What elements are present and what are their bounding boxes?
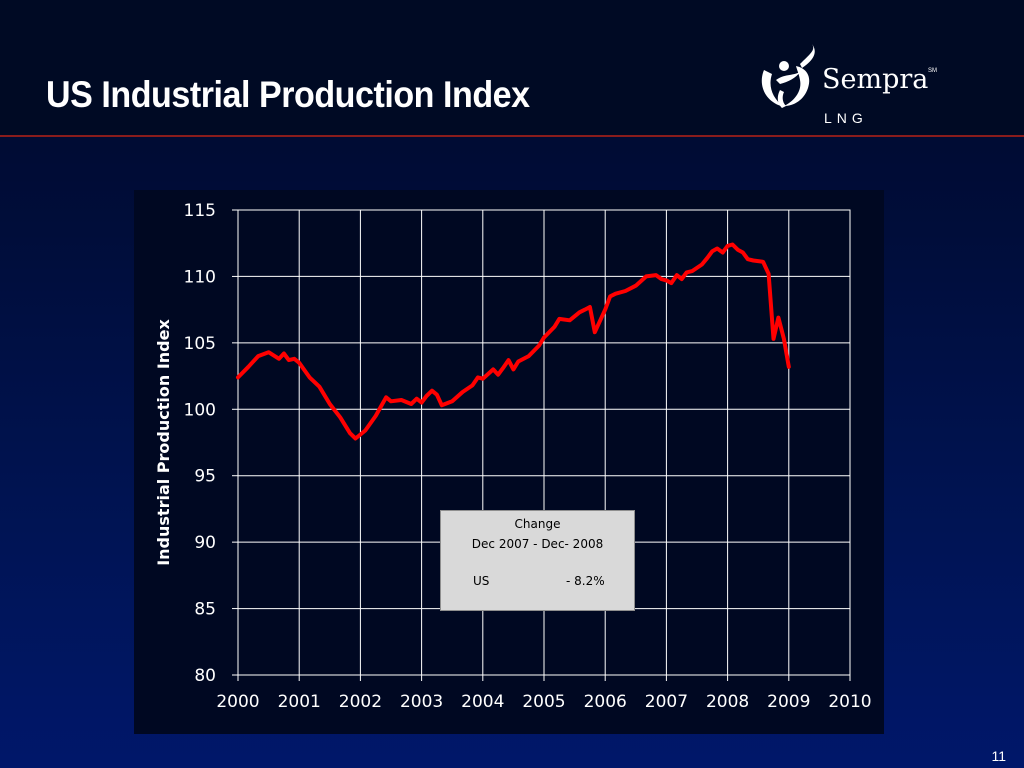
logo-wordmark: Sempra: [822, 64, 929, 95]
x-tick-label: 2009: [767, 692, 810, 712]
y-tick-label: 95: [194, 467, 216, 487]
sempra-figure-icon: [761, 44, 815, 108]
change-annotation-box: Change Dec 2007 - Dec- 2008 US - 8.2%: [440, 510, 635, 611]
x-tick-label: 2003: [400, 692, 443, 712]
annotation-date-range: Dec 2007 - Dec- 2008: [471, 537, 604, 551]
x-tick-label: 2006: [584, 692, 627, 712]
y-axis-label: Industrial Production Index: [154, 319, 173, 566]
y-tick-label: 85: [194, 600, 216, 620]
annotation-title: Change: [514, 517, 561, 531]
x-tick-label: 2007: [645, 692, 688, 712]
x-tick-label: 2004: [461, 692, 504, 712]
header-bar: [0, 0, 1024, 136]
chart-container: 80 85 90 95 100 105 110 115 2000 2001 2002 2003 2004…: [134, 190, 884, 734]
logo-subtitle: LNG: [824, 110, 868, 126]
x-tick-label: 2005: [522, 692, 565, 712]
y-tick-label: 115: [184, 201, 216, 221]
x-tick-label: 2008: [706, 692, 749, 712]
annotation-change-value: - 8.2%: [566, 574, 605, 588]
y-tick-label: 80: [194, 666, 216, 686]
page-number: 11: [991, 748, 1006, 764]
x-tick-label: 2000: [216, 692, 259, 712]
y-tick-label: 110: [184, 267, 216, 287]
logo-service-mark: SM: [928, 68, 937, 74]
company-logo: Sempra SM LNG: [756, 44, 956, 134]
line-chart: 80 85 90 95 100 105 110 115 2000 2001 2002 2003 2004…: [154, 201, 872, 712]
y-tick-label: 90: [194, 533, 216, 553]
header-divider: [0, 135, 1024, 137]
y-tick-label: 105: [184, 334, 216, 354]
x-tick-label: 2001: [278, 692, 321, 712]
x-tick-label: 2002: [339, 692, 382, 712]
y-tick-label: 100: [184, 400, 216, 420]
slide-title: US Industrial Production Index: [46, 74, 530, 115]
annotation-region: US: [473, 574, 490, 588]
series-line: [236, 242, 791, 441]
x-tick-label: 2010: [828, 692, 871, 712]
